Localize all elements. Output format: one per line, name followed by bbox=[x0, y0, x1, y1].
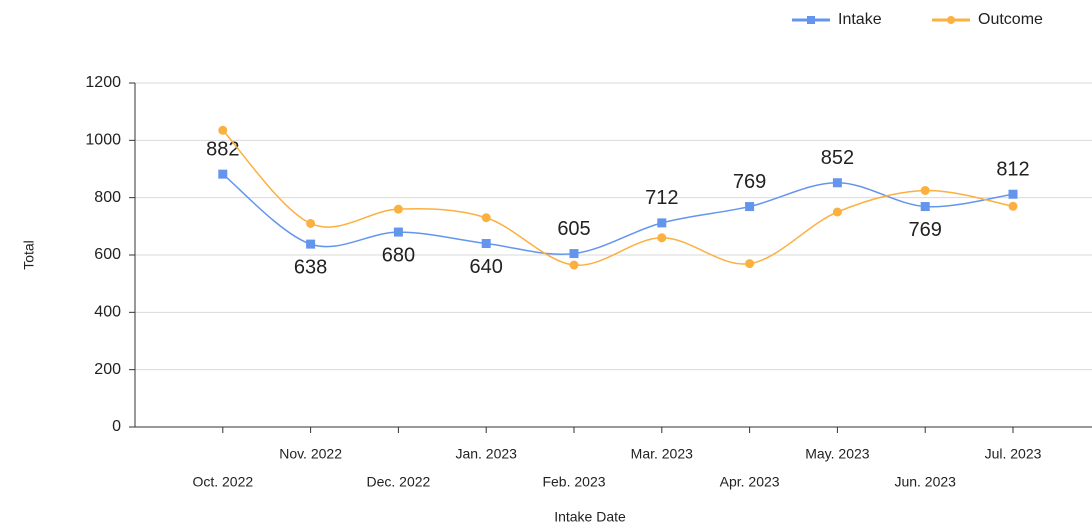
series-line bbox=[222, 129, 1014, 266]
x-tick-label: Jun. 2023 bbox=[894, 474, 956, 490]
data-label: 882 bbox=[206, 138, 239, 160]
legend-marker bbox=[947, 16, 955, 24]
point bbox=[306, 239, 316, 249]
point bbox=[832, 207, 842, 217]
x-axis-title: Intake Date bbox=[554, 509, 626, 525]
point bbox=[657, 218, 667, 228]
point bbox=[218, 125, 228, 135]
data-label: 769 bbox=[909, 219, 942, 241]
point bbox=[393, 204, 403, 214]
point bbox=[745, 202, 755, 212]
data-label: 769 bbox=[733, 171, 766, 193]
x-tick-label: Apr. 2023 bbox=[720, 474, 780, 490]
point bbox=[569, 260, 579, 270]
data-label: 712 bbox=[645, 187, 678, 209]
y-tick-label: 200 bbox=[94, 361, 121, 378]
legend-label: Intake bbox=[838, 11, 882, 28]
point bbox=[306, 218, 316, 228]
y-tick-label: 800 bbox=[94, 189, 121, 206]
legend-label: Outcome bbox=[978, 11, 1043, 28]
data-label: 852 bbox=[821, 147, 854, 169]
point bbox=[745, 259, 755, 269]
x-tick-label: Nov. 2022 bbox=[279, 446, 342, 462]
y-tick-label: 1000 bbox=[85, 132, 121, 149]
point bbox=[218, 169, 228, 179]
point bbox=[920, 186, 930, 195]
x-tick-label: May. 2023 bbox=[805, 446, 870, 462]
series-line bbox=[222, 173, 1014, 255]
data-label: 812 bbox=[996, 159, 1029, 181]
x-tick-label: Jul. 2023 bbox=[985, 446, 1042, 462]
point bbox=[393, 227, 403, 237]
point bbox=[832, 178, 842, 188]
point bbox=[657, 233, 667, 243]
point bbox=[481, 239, 491, 249]
y-tick-label: 400 bbox=[94, 304, 121, 321]
data-label: 680 bbox=[382, 244, 415, 266]
point bbox=[481, 213, 491, 223]
y-tick-label: 600 bbox=[94, 246, 121, 263]
x-tick-label: Dec. 2022 bbox=[366, 474, 430, 490]
data-label: 640 bbox=[470, 256, 503, 278]
x-tick-label: Jan. 2023 bbox=[455, 446, 517, 462]
y-axis-title: Total bbox=[21, 240, 37, 270]
data-label: 605 bbox=[557, 218, 590, 240]
y-tick-label: 0 bbox=[112, 418, 121, 435]
legend-marker bbox=[807, 16, 815, 24]
x-tick-label: Mar. 2023 bbox=[631, 446, 693, 462]
data-label: 638 bbox=[294, 256, 327, 278]
point bbox=[920, 202, 930, 212]
point bbox=[1008, 201, 1018, 211]
y-tick-label: 1200 bbox=[85, 74, 121, 91]
x-tick-label: Feb. 2023 bbox=[542, 474, 605, 490]
point bbox=[1008, 189, 1018, 199]
x-tick-label: Oct. 2022 bbox=[192, 474, 253, 490]
point bbox=[569, 249, 579, 259]
